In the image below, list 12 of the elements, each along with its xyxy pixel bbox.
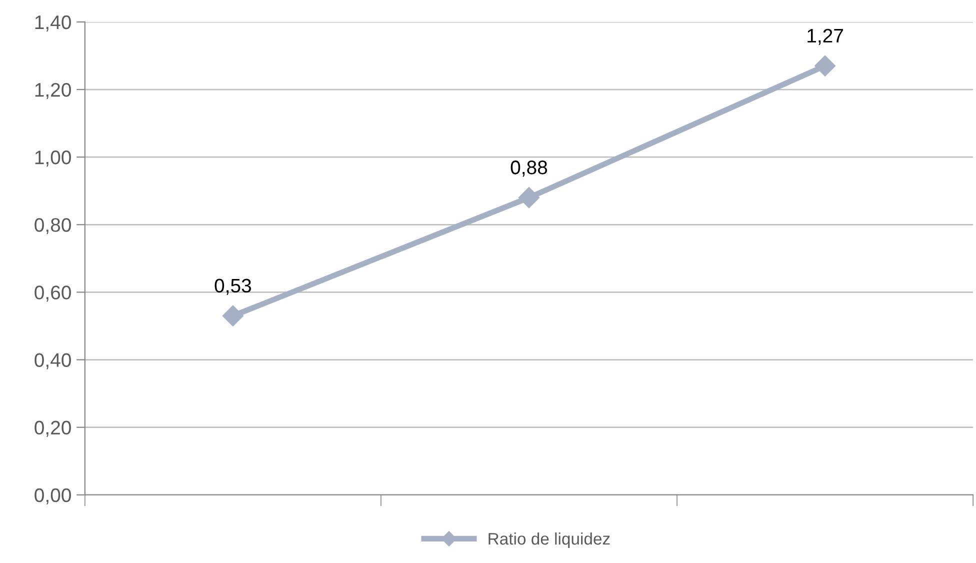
- y-tick-label: 0,40: [34, 353, 71, 370]
- y-tick-label: 1,20: [35, 82, 71, 100]
- data-label: 0,53: [214, 278, 252, 295]
- y-tick-label: 0,20: [34, 420, 71, 437]
- y-tick-label: 0,80: [34, 218, 71, 234]
- y-tick-label: 1,40: [35, 15, 71, 32]
- y-tick-label: 1,00: [35, 150, 71, 167]
- y-tick-label: 0,00: [34, 488, 71, 504]
- legend-label: Ratio de liquidez: [488, 532, 610, 548]
- y-tick-label: 0,60: [34, 286, 71, 302]
- data-label: 1,27: [808, 28, 843, 45]
- data-label: 0,88: [510, 160, 548, 177]
